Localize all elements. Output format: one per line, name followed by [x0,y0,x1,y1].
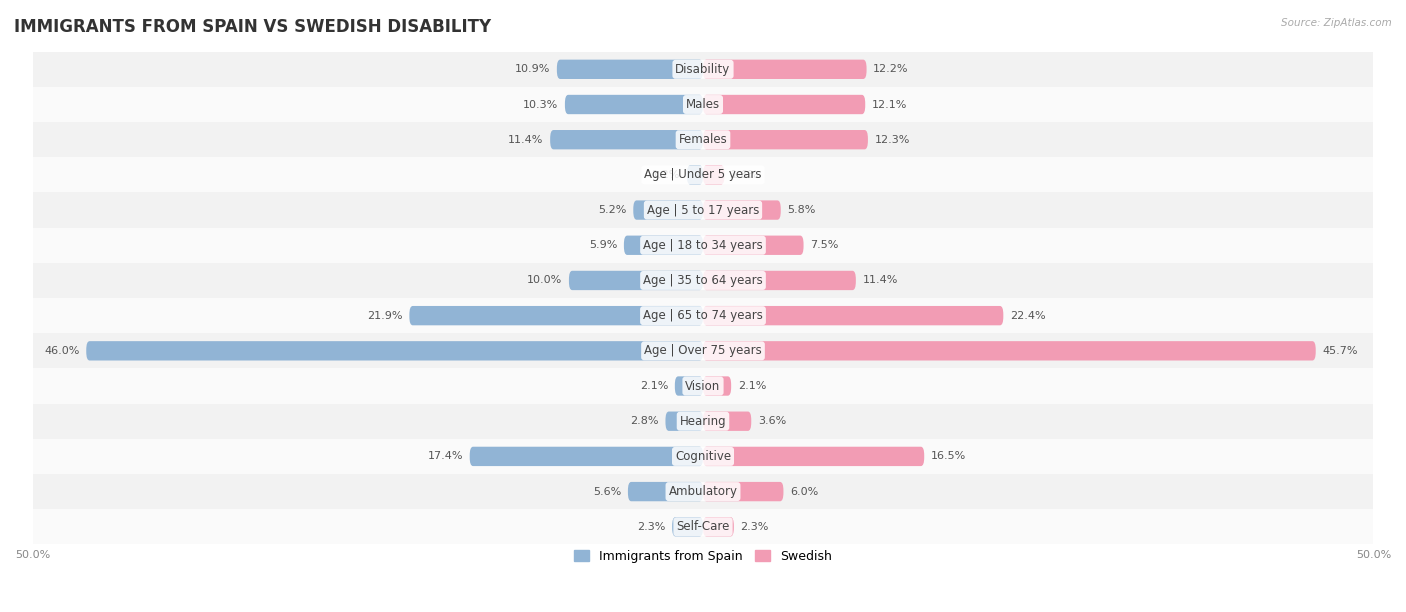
Text: Age | 65 to 74 years: Age | 65 to 74 years [643,309,763,322]
FancyBboxPatch shape [557,59,703,79]
FancyBboxPatch shape [688,165,703,185]
FancyBboxPatch shape [672,517,703,537]
FancyBboxPatch shape [703,95,865,114]
Text: Self-Care: Self-Care [676,520,730,533]
Legend: Immigrants from Spain, Swedish: Immigrants from Spain, Swedish [569,545,837,568]
Text: Cognitive: Cognitive [675,450,731,463]
Text: Age | 5 to 17 years: Age | 5 to 17 years [647,204,759,217]
Text: 45.7%: 45.7% [1323,346,1358,356]
Text: 2.3%: 2.3% [741,522,769,532]
FancyBboxPatch shape [675,376,703,396]
Text: 5.2%: 5.2% [598,205,627,215]
Text: 5.6%: 5.6% [593,487,621,496]
FancyBboxPatch shape [565,95,703,114]
Bar [32,509,1374,545]
FancyBboxPatch shape [569,271,703,290]
Bar [32,474,1374,509]
FancyBboxPatch shape [703,236,804,255]
FancyBboxPatch shape [703,200,780,220]
FancyBboxPatch shape [703,517,734,537]
Text: Age | 35 to 64 years: Age | 35 to 64 years [643,274,763,287]
FancyBboxPatch shape [628,482,703,501]
Bar [32,87,1374,122]
Text: Disability: Disability [675,63,731,76]
Text: 10.0%: 10.0% [527,275,562,285]
Text: Vision: Vision [685,379,721,392]
FancyBboxPatch shape [703,59,866,79]
Text: 11.4%: 11.4% [862,275,898,285]
Text: 6.0%: 6.0% [790,487,818,496]
Text: 11.4%: 11.4% [508,135,544,144]
Bar [32,52,1374,87]
Text: Age | Over 75 years: Age | Over 75 years [644,345,762,357]
Text: 3.6%: 3.6% [758,416,786,426]
Text: 22.4%: 22.4% [1010,311,1046,321]
Text: 1.2%: 1.2% [652,170,681,180]
Text: 7.5%: 7.5% [810,241,838,250]
FancyBboxPatch shape [86,341,703,360]
Text: Age | Under 5 years: Age | Under 5 years [644,168,762,181]
Text: Females: Females [679,133,727,146]
FancyBboxPatch shape [703,271,856,290]
FancyBboxPatch shape [703,306,1004,326]
Bar [32,228,1374,263]
FancyBboxPatch shape [703,447,924,466]
Bar [32,263,1374,298]
Text: Hearing: Hearing [679,415,727,428]
Text: Ambulatory: Ambulatory [668,485,738,498]
Text: 12.3%: 12.3% [875,135,910,144]
FancyBboxPatch shape [703,165,724,185]
FancyBboxPatch shape [703,411,751,431]
Bar [32,193,1374,228]
Text: 2.3%: 2.3% [637,522,665,532]
Text: 2.1%: 2.1% [738,381,766,391]
Text: 21.9%: 21.9% [367,311,402,321]
Bar [32,157,1374,193]
Text: 16.5%: 16.5% [931,452,966,461]
Text: Age | 18 to 34 years: Age | 18 to 34 years [643,239,763,252]
Text: IMMIGRANTS FROM SPAIN VS SWEDISH DISABILITY: IMMIGRANTS FROM SPAIN VS SWEDISH DISABIL… [14,18,491,36]
Text: 5.8%: 5.8% [787,205,815,215]
Text: 12.1%: 12.1% [872,100,907,110]
FancyBboxPatch shape [624,236,703,255]
FancyBboxPatch shape [409,306,703,326]
Bar [32,404,1374,439]
Text: Source: ZipAtlas.com: Source: ZipAtlas.com [1281,18,1392,28]
Bar [32,298,1374,334]
FancyBboxPatch shape [703,341,1316,360]
Text: 50.0%: 50.0% [15,550,51,559]
Text: 10.3%: 10.3% [523,100,558,110]
Text: Males: Males [686,98,720,111]
Text: 12.2%: 12.2% [873,64,908,74]
FancyBboxPatch shape [470,447,703,466]
Text: 5.9%: 5.9% [589,241,617,250]
FancyBboxPatch shape [550,130,703,149]
Text: 1.6%: 1.6% [731,170,759,180]
Text: 10.9%: 10.9% [515,64,550,74]
Bar [32,334,1374,368]
Text: 2.1%: 2.1% [640,381,668,391]
Bar [32,368,1374,404]
FancyBboxPatch shape [665,411,703,431]
FancyBboxPatch shape [703,482,783,501]
Bar [32,439,1374,474]
Text: 46.0%: 46.0% [44,346,80,356]
FancyBboxPatch shape [703,376,731,396]
FancyBboxPatch shape [633,200,703,220]
Text: 17.4%: 17.4% [427,452,463,461]
Bar [32,122,1374,157]
Text: 2.8%: 2.8% [630,416,659,426]
Text: 50.0%: 50.0% [1355,550,1391,559]
FancyBboxPatch shape [703,130,868,149]
